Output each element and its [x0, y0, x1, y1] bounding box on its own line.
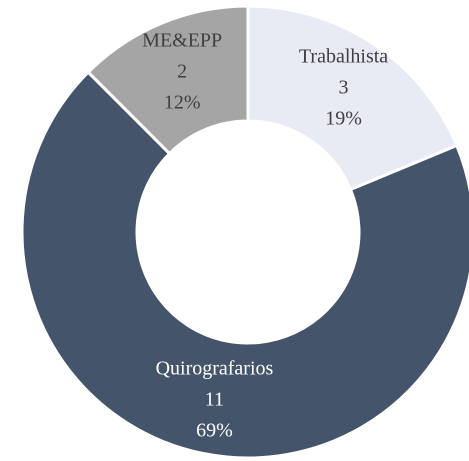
- percent-label: 19%: [325, 108, 362, 130]
- segment-label: Trabalhista: [299, 46, 388, 68]
- value-label: 3: [339, 77, 349, 99]
- donut-segment: [86, 4, 250, 156]
- donut-segment: [246, 4, 459, 192]
- segment-label: ME&EPP: [142, 30, 222, 52]
- donut-segment: [20, 70, 469, 460]
- value-label: 2: [177, 61, 187, 83]
- value-label: 11: [205, 388, 224, 410]
- percent-label: 12%: [164, 92, 201, 114]
- segment-label: Quirografarios: [156, 357, 274, 379]
- percent-label: 69%: [196, 419, 233, 441]
